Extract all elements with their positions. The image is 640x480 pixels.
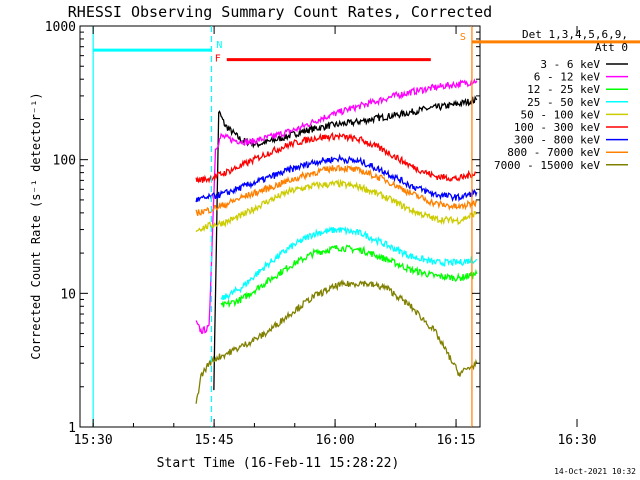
series-6	[195, 131, 477, 184]
x-tick-label-2: 15:45	[195, 433, 234, 448]
legend-label-8: 800 - 7000 keV	[507, 146, 600, 159]
flag-S: S	[460, 26, 640, 427]
x-tick-label-1: 15:30	[74, 433, 113, 448]
y-tick-label-3: 100	[53, 154, 76, 169]
flag-N-label: N	[216, 40, 222, 51]
timestamp: 14-Oct-2021 10:32	[554, 467, 636, 476]
legend-label-9: 7000 - 15000 keV	[494, 159, 600, 172]
legend-header-attenuator: Att 0	[595, 41, 628, 54]
series-8	[195, 164, 478, 216]
series-7-line-1	[195, 153, 478, 203]
legend-label-4: 25 - 50 keV	[527, 96, 600, 109]
legend-label-7: 300 - 800 keV	[514, 134, 600, 147]
series-3-line-1	[220, 244, 478, 309]
series-7	[195, 153, 478, 203]
series-8-line-1	[195, 164, 478, 216]
series-3	[220, 244, 478, 309]
legend-label-3: 12 - 25 keV	[527, 83, 600, 96]
flag-F-label: F	[215, 54, 221, 65]
legend-label-5: 50 - 100 keV	[521, 108, 601, 121]
y-tick-label-2: 10	[60, 287, 76, 302]
legend-label-2: 6 - 12 keV	[534, 71, 601, 84]
x-tick-label-3: 16:00	[316, 433, 355, 448]
legend-label-6: 100 - 300 keV	[514, 121, 600, 134]
flag-layer: NF S	[92, 26, 640, 427]
series-9-line-1	[195, 279, 478, 404]
x-tick-label-4: 16:15	[436, 433, 475, 448]
legend-header-detectors: Det 1,3,4,5,6,9,	[522, 28, 628, 41]
series-5	[195, 178, 478, 233]
series-2	[195, 78, 478, 335]
series-1	[213, 95, 478, 391]
series-4-line-1	[220, 225, 478, 301]
x-axis-label: Start Time (16-Feb-11 15:28:22)	[157, 456, 400, 471]
plot-border	[79, 25, 481, 428]
series-4	[220, 225, 478, 301]
series-5-line-1	[195, 178, 478, 233]
series-6-line-1	[195, 131, 477, 184]
series-layer	[195, 78, 478, 404]
y-axis: 1 10 100 1000	[45, 20, 480, 436]
y-tick-label-4: 1000	[45, 20, 76, 35]
plot-area	[79, 25, 481, 428]
flag-N: N	[92, 26, 222, 427]
chart-title: RHESSI Observing Summary Count Rates, Co…	[68, 3, 492, 21]
flag-F: F	[215, 54, 431, 65]
x-tick-label-5: 16:30	[557, 433, 596, 448]
legend-label-1: 3 - 6 keV	[540, 58, 600, 71]
series-1-line-1	[213, 95, 478, 391]
series-9	[195, 279, 478, 404]
y-axis-label: Corrected Count Rate (s⁻¹ detector⁻¹)	[29, 92, 43, 359]
flag-S-label: S	[460, 32, 466, 43]
series-2-line-1	[195, 78, 478, 335]
y-tick-label-1: 1	[68, 421, 76, 436]
